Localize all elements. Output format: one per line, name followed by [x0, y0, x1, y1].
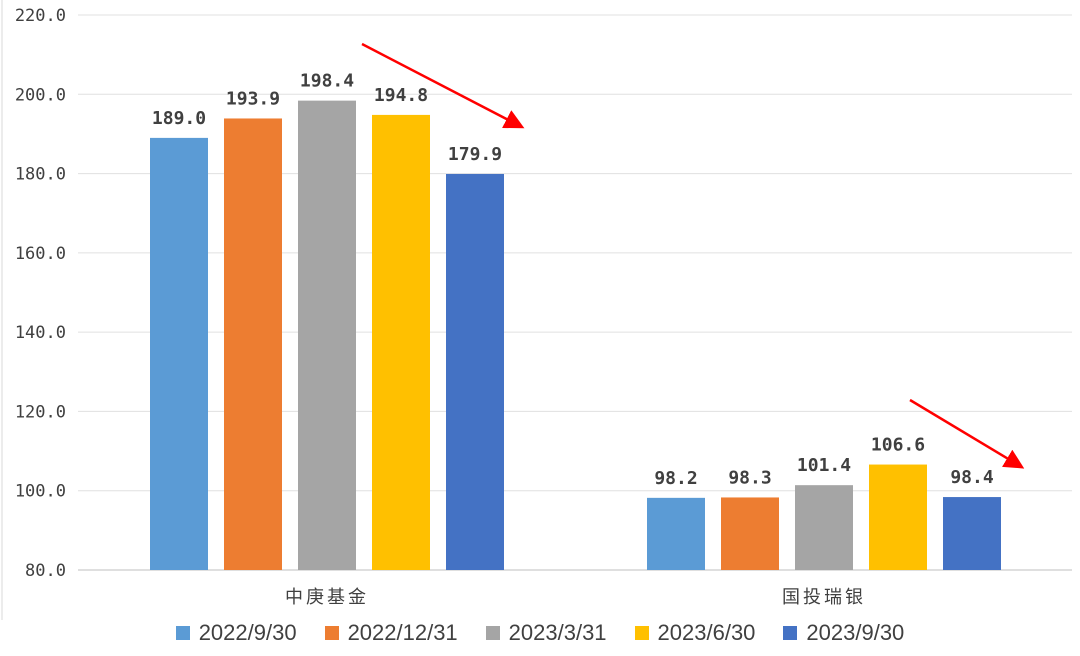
y-tick-label: 160.0 [15, 244, 66, 264]
legend: 2022/9/30 2022/12/31 2023/3/31 2023/6/30 202… [0, 620, 1080, 646]
bars [150, 100, 1001, 571]
data-label: 189.0 [152, 108, 206, 129]
y-tick-label: 200.0 [15, 85, 66, 105]
legend-item: 2023/6/30 [634, 620, 756, 646]
y-tick-label: 180.0 [15, 165, 66, 185]
bar-chart: 80.0100.0120.0140.0160.0180.0200.0220.0 … [1, 0, 1072, 620]
legend-swatch [175, 626, 190, 640]
trend-arrow [909, 398, 1025, 469]
category-label: 国投瑞银 [782, 587, 866, 608]
legend-item: 2023/9/30 [783, 620, 904, 646]
legend-swatch [324, 626, 339, 640]
data-label: 193.9 [226, 88, 280, 109]
legend-item: 2023/3/31 [485, 620, 607, 646]
legend-item: 2022/12/31 [324, 620, 458, 646]
legend-swatch [634, 626, 649, 640]
y-tick-label: 140.0 [15, 323, 66, 343]
annotations [361, 42, 1025, 469]
category-axis: 中庚基金 国投瑞银 [285, 587, 866, 608]
legend-label: 2022/12/31 [347, 620, 458, 645]
y-tick-label: 80.0 [25, 561, 66, 581]
data-label: 179.9 [448, 144, 502, 165]
bar [721, 497, 779, 570]
data-label: 194.8 [374, 85, 428, 106]
bar [446, 173, 504, 571]
bar [372, 114, 430, 571]
bar [298, 100, 356, 570]
data-label: 106.6 [871, 435, 925, 456]
data-label: 98.2 [654, 468, 697, 489]
bar [943, 497, 1001, 570]
data-label: 198.4 [300, 71, 354, 92]
bar [869, 464, 927, 570]
bar [150, 137, 208, 570]
legend-swatch [783, 626, 798, 640]
legend-swatch [485, 626, 500, 640]
y-tick-label: 120.0 [15, 402, 66, 422]
data-labels: 189.0 193.9 198.4 194.8 179.9 98.2 98.3 101.4 10… [152, 71, 994, 489]
trend-arrow [361, 42, 525, 129]
data-label: 98.3 [728, 467, 771, 488]
legend-item: 2022/9/30 [175, 620, 297, 646]
data-label: 98.4 [950, 467, 994, 488]
y-tick-label: 100.0 [15, 482, 66, 502]
legend-label: 2023/3/31 [508, 620, 607, 645]
bar [647, 497, 705, 570]
bar [224, 118, 282, 570]
bar [795, 485, 853, 570]
y-axis: 80.0 100.0 120.0 140.0 160.0 180.0 200.0 220.0 [15, 6, 66, 581]
category-label: 中庚基金 [285, 587, 369, 608]
legend-label: 2023/6/30 [657, 620, 756, 645]
legend-label: 2023/9/30 [806, 620, 905, 645]
legend-label: 2022/9/30 [198, 620, 297, 645]
y-tick-label: 220.0 [15, 6, 66, 26]
data-label: 101.4 [797, 455, 851, 476]
